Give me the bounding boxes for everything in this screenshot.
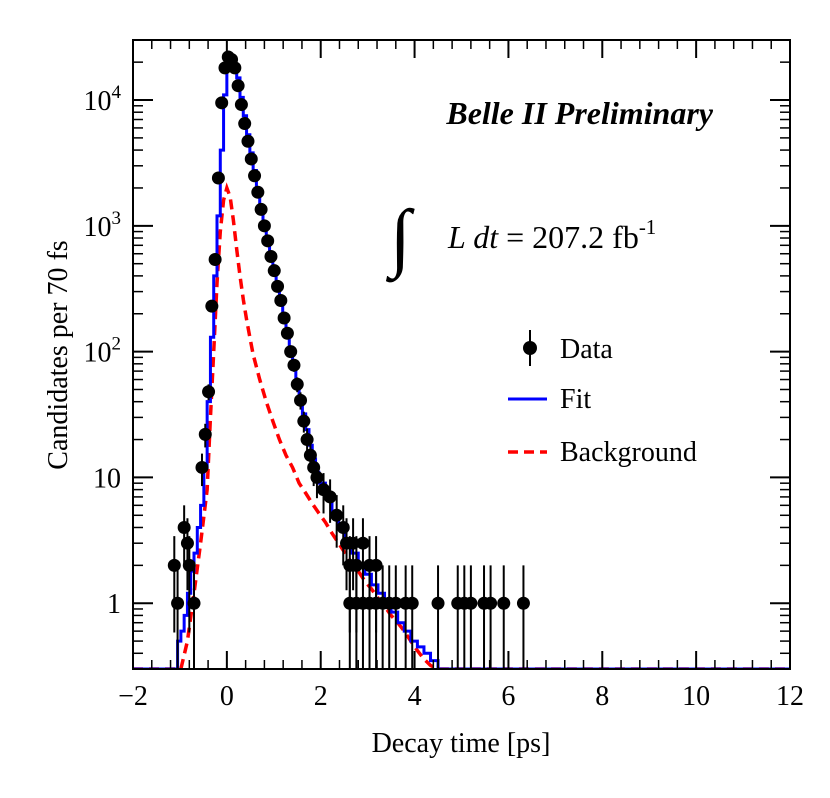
experiment-label: Belle II Preliminary xyxy=(445,95,713,131)
y-tick-label: 104 xyxy=(84,82,122,117)
x-tick-label: 2 xyxy=(314,681,328,712)
y-tick-label: 1 xyxy=(107,589,121,620)
legend-data-marker xyxy=(523,341,537,355)
data-point xyxy=(238,117,252,131)
x-tick-label: 10 xyxy=(682,681,710,712)
legend-entry-fit: Fit xyxy=(508,384,591,415)
legend-label-fit: Fit xyxy=(560,384,591,415)
data-point xyxy=(257,219,271,233)
x-tick-label: 0 xyxy=(220,681,234,712)
data-point xyxy=(287,358,301,372)
data-point xyxy=(228,61,242,75)
data-point xyxy=(231,79,245,93)
y-tick-label: 103 xyxy=(84,208,122,243)
data-point xyxy=(310,470,324,484)
luminosity-label: ∫ L dt = 207.2 fb-1 xyxy=(386,195,656,283)
data-point xyxy=(297,414,311,428)
data-point xyxy=(336,520,350,534)
data-point xyxy=(244,152,258,166)
legend-label-data: Data xyxy=(560,334,613,365)
data-point xyxy=(248,169,262,183)
data-point xyxy=(167,558,181,572)
data-point xyxy=(284,345,298,359)
data-point xyxy=(177,520,191,534)
data-point xyxy=(182,558,196,572)
data-point xyxy=(274,293,288,307)
data-point xyxy=(241,134,255,148)
integral-sign: ∫ xyxy=(386,195,415,283)
y-axis-ticks: 1 10 102 103 104 xyxy=(84,39,790,670)
data-point xyxy=(389,596,403,610)
x-axis-ticks: −2 0 2 4 6 8 10 12 xyxy=(118,40,804,712)
plot-frame xyxy=(132,39,791,670)
data-point xyxy=(280,326,294,340)
y-tick-label: 10 xyxy=(93,463,121,494)
data-point xyxy=(215,96,229,110)
data-point xyxy=(254,202,268,216)
data-point xyxy=(261,234,275,248)
background-curve xyxy=(133,182,790,669)
data-point xyxy=(271,279,285,293)
x-axis-title: Decay time [ps] xyxy=(372,728,551,759)
luminosity-lhs: L dt xyxy=(447,219,499,255)
x-tick-label: −2 xyxy=(118,681,148,712)
luminosity-text: L dt = 207.2 fb-1 xyxy=(447,215,656,255)
data-point xyxy=(484,596,498,610)
data-point xyxy=(300,433,314,447)
legend-entry-background: Background xyxy=(508,437,697,468)
luminosity-exponent: -1 xyxy=(639,215,657,239)
data-point xyxy=(234,98,248,112)
data-point xyxy=(202,385,216,399)
x-tick-label: 8 xyxy=(595,681,609,712)
y-axis-title: Candidates per 70 fs xyxy=(43,240,74,469)
data-point xyxy=(303,448,317,462)
data-points xyxy=(167,50,530,669)
data-point xyxy=(171,596,185,610)
legend-entry-data: Data xyxy=(523,330,613,366)
x-tick-label: 4 xyxy=(408,681,422,712)
data-point xyxy=(516,596,530,610)
data-point xyxy=(251,185,265,199)
data-point xyxy=(464,596,478,610)
data-point xyxy=(323,490,337,504)
data-point xyxy=(264,250,278,264)
data-point xyxy=(211,171,225,185)
data-point xyxy=(497,596,511,610)
x-tick-label: 12 xyxy=(776,681,804,712)
legend: Data Fit Background xyxy=(508,330,697,468)
data-point xyxy=(187,596,201,610)
luminosity-value: = 207.2 fb xyxy=(498,219,639,255)
data-point xyxy=(405,596,419,610)
data-point xyxy=(208,252,222,266)
data-point xyxy=(180,536,194,550)
data-point xyxy=(205,299,219,313)
series-layer xyxy=(133,50,790,669)
data-point xyxy=(330,508,344,522)
data-point xyxy=(431,596,445,610)
data-point xyxy=(356,536,370,550)
data-point xyxy=(198,427,212,441)
x-tick-label: 6 xyxy=(501,681,515,712)
data-point xyxy=(195,460,209,474)
y-tick-label: 102 xyxy=(84,334,122,369)
data-point xyxy=(267,264,281,278)
data-point xyxy=(294,393,308,407)
data-point xyxy=(277,311,291,325)
data-point xyxy=(290,377,304,391)
legend-label-background: Background xyxy=(560,437,697,468)
